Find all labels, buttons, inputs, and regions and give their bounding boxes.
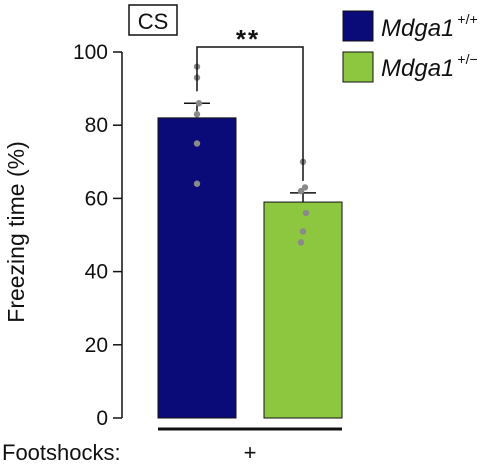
y-tick-label: 0 bbox=[96, 407, 108, 430]
legend-swatch-wildtype bbox=[342, 10, 374, 42]
footshocks-marker: + bbox=[244, 440, 257, 464]
y-axis: 0 20 40 60 80 100 bbox=[73, 41, 123, 430]
data-point bbox=[302, 209, 310, 217]
y-tick-label: 20 bbox=[85, 334, 108, 357]
panel-label-frame bbox=[128, 4, 178, 36]
significance-line bbox=[196, 46, 304, 181]
legend: Mdga1 +/+ Mdga1 +/− bbox=[342, 10, 478, 83]
y-tick-label: 60 bbox=[85, 187, 108, 210]
legend-name-heterozygous: Mdga1 bbox=[381, 55, 454, 82]
bar-1 bbox=[263, 201, 343, 419]
panel-label: CS bbox=[138, 9, 169, 34]
legend-name-wildtype: Mdga1 bbox=[381, 15, 454, 42]
legend-swatch-heterozygous bbox=[342, 51, 374, 83]
legend-genotype-wildtype: +/+ bbox=[457, 11, 477, 27]
legend-genotype-heterozygous: +/− bbox=[457, 51, 477, 67]
data-point bbox=[193, 111, 201, 118]
legend-label-heterozygous: Mdga1 +/− bbox=[381, 51, 478, 82]
footshocks-row: Footshocks: + bbox=[2, 427, 342, 464]
bar-0 bbox=[157, 117, 237, 419]
data-point bbox=[193, 140, 201, 147]
legend-label-wildtype: Mdga1 +/+ bbox=[381, 11, 478, 42]
y-tick-label: 100 bbox=[73, 41, 108, 64]
data-point bbox=[195, 100, 203, 107]
footshocks-label: Footshocks: bbox=[2, 440, 121, 464]
individual-points bbox=[193, 63, 310, 246]
data-point bbox=[297, 239, 305, 246]
y-tick-label: 80 bbox=[85, 114, 108, 137]
data-point bbox=[193, 180, 201, 187]
significance-bracket: ** bbox=[196, 24, 304, 181]
significance-label: ** bbox=[236, 24, 260, 54]
bar-series bbox=[157, 117, 343, 419]
panel-label-box: CS bbox=[128, 4, 178, 36]
data-point bbox=[297, 187, 305, 195]
data-point bbox=[299, 228, 307, 235]
y-axis-title: Freezing time (%) bbox=[3, 141, 29, 322]
y-tick-label: 40 bbox=[85, 261, 108, 284]
